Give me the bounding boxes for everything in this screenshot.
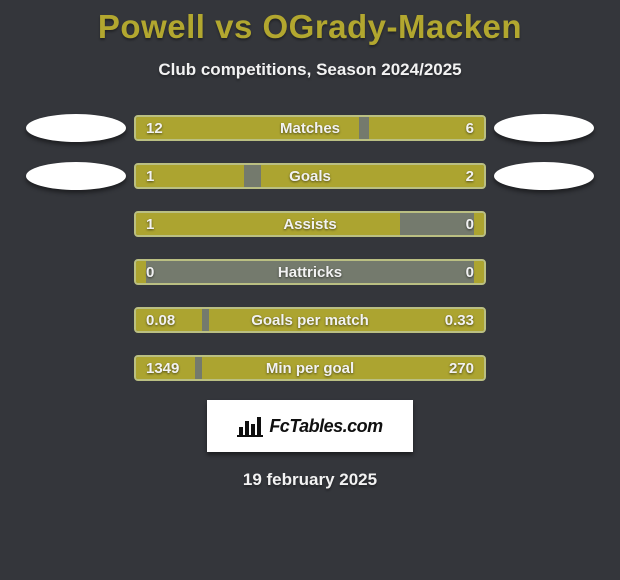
- avatar-spacer: [494, 210, 594, 238]
- subtitle: Club competitions, Season 2024/2025: [0, 60, 620, 80]
- chart-icon: [237, 415, 263, 437]
- stat-bar: 0Hattricks0: [134, 259, 486, 285]
- stat-row: 1349Min per goal270: [0, 354, 620, 382]
- logo-text: FcTables.com: [269, 416, 382, 437]
- avatar-spacer: [26, 258, 126, 286]
- date-text: 19 february 2025: [0, 470, 620, 490]
- stat-rows-container: 12Matches61Goals21Assists00Hattricks00.0…: [0, 114, 620, 382]
- stat-bar: 1349Min per goal270: [134, 355, 486, 381]
- stat-name: Goals: [134, 163, 486, 189]
- stat-name: Min per goal: [134, 355, 486, 381]
- stat-value-right: 0.33: [445, 307, 474, 333]
- stat-bar: 1Assists0: [134, 211, 486, 237]
- stat-row: 0Hattricks0: [0, 258, 620, 286]
- stat-row: 1Goals2: [0, 162, 620, 190]
- avatar-spacer: [26, 210, 126, 238]
- stat-name: Matches: [134, 115, 486, 141]
- player-right-avatar: [494, 114, 594, 142]
- stat-value-right: 0: [466, 259, 474, 285]
- stat-name: Hattricks: [134, 259, 486, 285]
- stat-bar: 12Matches6: [134, 115, 486, 141]
- stat-value-right: 6: [466, 115, 474, 141]
- avatar-spacer: [494, 306, 594, 334]
- stat-value-right: 0: [466, 211, 474, 237]
- stat-name: Assists: [134, 211, 486, 237]
- avatar-spacer: [494, 354, 594, 382]
- logo-box: FcTables.com: [207, 400, 413, 452]
- avatar-spacer: [26, 306, 126, 334]
- player-left-avatar: [26, 162, 126, 190]
- stat-row: 0.08Goals per match0.33: [0, 306, 620, 334]
- stat-row: 1Assists0: [0, 210, 620, 238]
- avatar-spacer: [494, 258, 594, 286]
- stat-value-right: 2: [466, 163, 474, 189]
- stat-value-right: 270: [449, 355, 474, 381]
- comparison-infographic: Powell vs OGrady-Macken Club competition…: [0, 0, 620, 580]
- player-right-avatar: [494, 162, 594, 190]
- stat-bar: 1Goals2: [134, 163, 486, 189]
- stat-bar: 0.08Goals per match0.33: [134, 307, 486, 333]
- player-left-avatar: [26, 114, 126, 142]
- stat-name: Goals per match: [134, 307, 486, 333]
- avatar-spacer: [26, 354, 126, 382]
- stat-row: 12Matches6: [0, 114, 620, 142]
- page-title: Powell vs OGrady-Macken: [0, 0, 620, 46]
